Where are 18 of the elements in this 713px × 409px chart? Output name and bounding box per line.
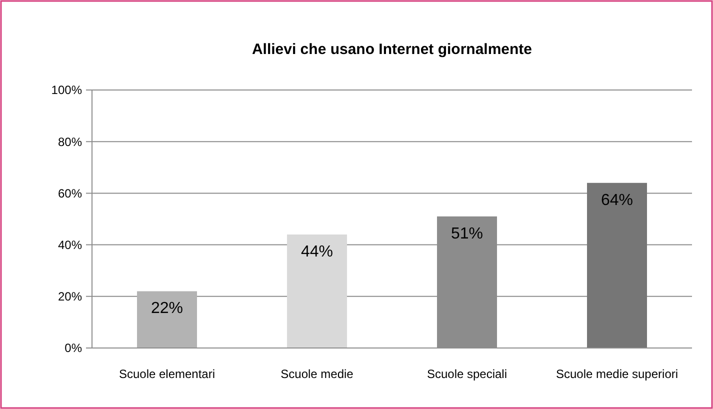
x-tick-label: Scuole elementari: [118, 367, 216, 381]
data-label: 51%: [450, 225, 484, 242]
bar: [287, 234, 347, 348]
x-tick-label: Scuole medie: [280, 367, 354, 381]
y-tick-label: 60%: [58, 186, 82, 200]
y-tick-label: 100%: [51, 83, 82, 98]
y-tick-label: 80%: [58, 134, 82, 149]
data-label: 44%: [300, 243, 334, 260]
chart-title: Allievi che usano Internet giornalmente: [252, 41, 532, 58]
y-tick-label: 40%: [58, 238, 82, 252]
data-label: 22%: [150, 300, 184, 318]
data-label: 64%: [600, 192, 634, 209]
bar: [587, 182, 647, 348]
y-tick-label: 20%: [58, 290, 82, 304]
x-tick-label: Scuole speciali: [426, 367, 508, 381]
y-tick-label: 0%: [64, 341, 82, 356]
bar: [137, 291, 197, 348]
x-tick-label: Scuole medie superiori: [556, 367, 678, 381]
